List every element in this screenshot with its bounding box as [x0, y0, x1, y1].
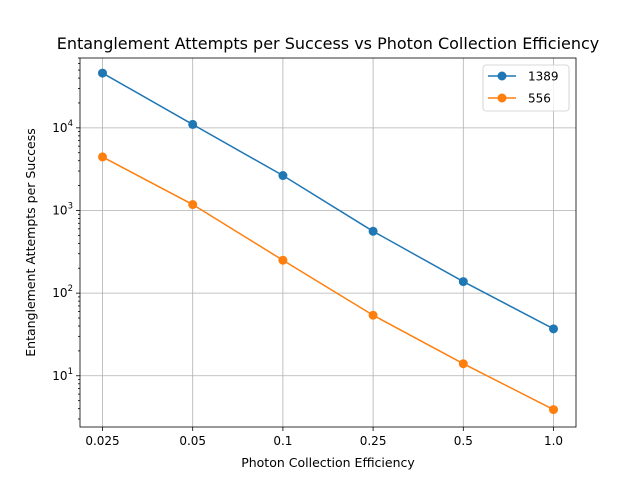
y-tick-label-base: 10 — [52, 286, 67, 300]
series-line — [102, 72, 554, 330]
data-point — [368, 226, 378, 236]
data-point — [549, 405, 558, 415]
x-tick-label: 1.0 — [544, 434, 563, 448]
data-point — [368, 310, 378, 320]
x-tick-label: 0.1 — [273, 434, 292, 448]
grid — [80, 58, 576, 427]
x-axis: 0.025 0.05 0.1 0.25 0.5 1.0 — [85, 427, 563, 448]
data-point — [458, 359, 468, 369]
legend-marker — [497, 71, 507, 81]
legend-marker — [497, 93, 507, 103]
y-axis-label: Entanglement Attempts per Success — [23, 128, 38, 356]
chart-title: Entanglement Attempts per Success vs Pho… — [57, 34, 600, 53]
data-point — [98, 68, 107, 78]
plot-area-frame — [79, 57, 577, 428]
y-tick-label-exponent: 3 — [68, 201, 73, 211]
data-point — [278, 255, 288, 265]
y-tick-label-base: 10 — [52, 203, 67, 217]
data-point — [188, 119, 198, 129]
series-556 — [98, 152, 558, 415]
x-tick-label: 0.5 — [454, 434, 473, 448]
series-layer — [98, 68, 558, 415]
y-tick-label: 104 — [52, 119, 73, 135]
x-axis-label: Photon Collection Efficiency — [241, 455, 415, 470]
y-tick-label: 101 — [52, 367, 73, 383]
data-point — [549, 324, 558, 334]
series-1389 — [98, 68, 558, 334]
legend-label: 1389 — [528, 70, 559, 84]
x-tick-label: 0.25 — [360, 434, 387, 448]
y-tick-label-base: 10 — [52, 121, 67, 135]
y-tick-label-exponent: 1 — [68, 367, 73, 377]
y-tick-label-exponent: 2 — [68, 284, 73, 294]
data-point — [98, 152, 107, 162]
y-tick-label: 103 — [52, 201, 73, 217]
x-tick-label: 0.025 — [85, 434, 119, 448]
legend: 1389 556 — [482, 64, 570, 112]
x-tick-label: 0.05 — [179, 434, 206, 448]
y-tick-label-exponent: 4 — [68, 119, 73, 129]
data-point — [278, 171, 288, 181]
data-point — [188, 200, 198, 210]
y-tick-label-base: 10 — [52, 369, 67, 383]
y-tick-label: 102 — [52, 284, 73, 300]
legend-label: 556 — [528, 92, 551, 106]
series-line — [102, 156, 554, 411]
data-point — [458, 277, 468, 287]
